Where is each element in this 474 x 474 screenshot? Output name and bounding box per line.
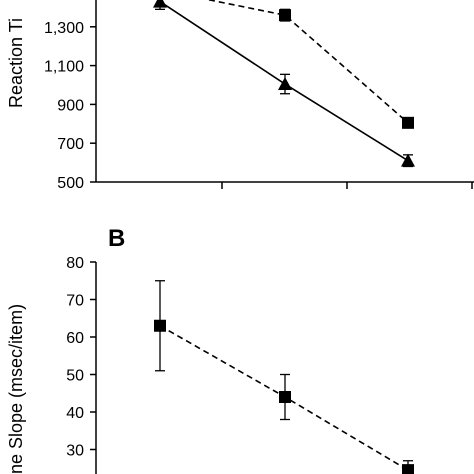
- panel-a-series-0-point: [402, 116, 414, 129]
- panel-a-y-tick-label: 500: [57, 175, 84, 192]
- panel-a-y-tick-label: 1,100: [44, 59, 84, 76]
- panel-b-label: B: [108, 225, 125, 252]
- panel-a-series-0-point: [279, 9, 291, 22]
- panel-b: B 30 40 50 60 70 80 ne Slope (msec/item): [6, 225, 414, 474]
- panel-b-series-0-point: [154, 319, 166, 332]
- panel-b-y-tick-label: 80: [66, 255, 84, 272]
- panel-b-y-tick-label: 40: [66, 405, 84, 422]
- panel-b-y-tick-label: 50: [66, 368, 84, 385]
- panel-a-y-axis-title: Reaction Ti: [6, 18, 26, 108]
- panel-b-y-axis-title: ne Slope (msec/item): [6, 304, 26, 474]
- panel-a-series-1-point: [278, 77, 292, 91]
- panel-b-y-tick-label: 60: [66, 330, 84, 347]
- panel-b-series-0-point: [279, 391, 291, 403]
- panel-a-series-1-point: [401, 153, 415, 167]
- panel-b-y-tick-label: 70: [66, 293, 84, 310]
- panel-b-series-0-point: [402, 464, 414, 474]
- panel-a-y-tick-label: 900: [57, 97, 84, 114]
- panel-b-y-tick-label: 30: [66, 443, 84, 460]
- panel-a: 500 700 900 1,100 1,300 Reaction Ti: [6, 0, 474, 192]
- panel-a-y-tick-label: 700: [57, 136, 84, 153]
- panel-a-y-tick-label: 1,300: [44, 20, 84, 37]
- panel-a-series-1-point: [153, 0, 167, 8]
